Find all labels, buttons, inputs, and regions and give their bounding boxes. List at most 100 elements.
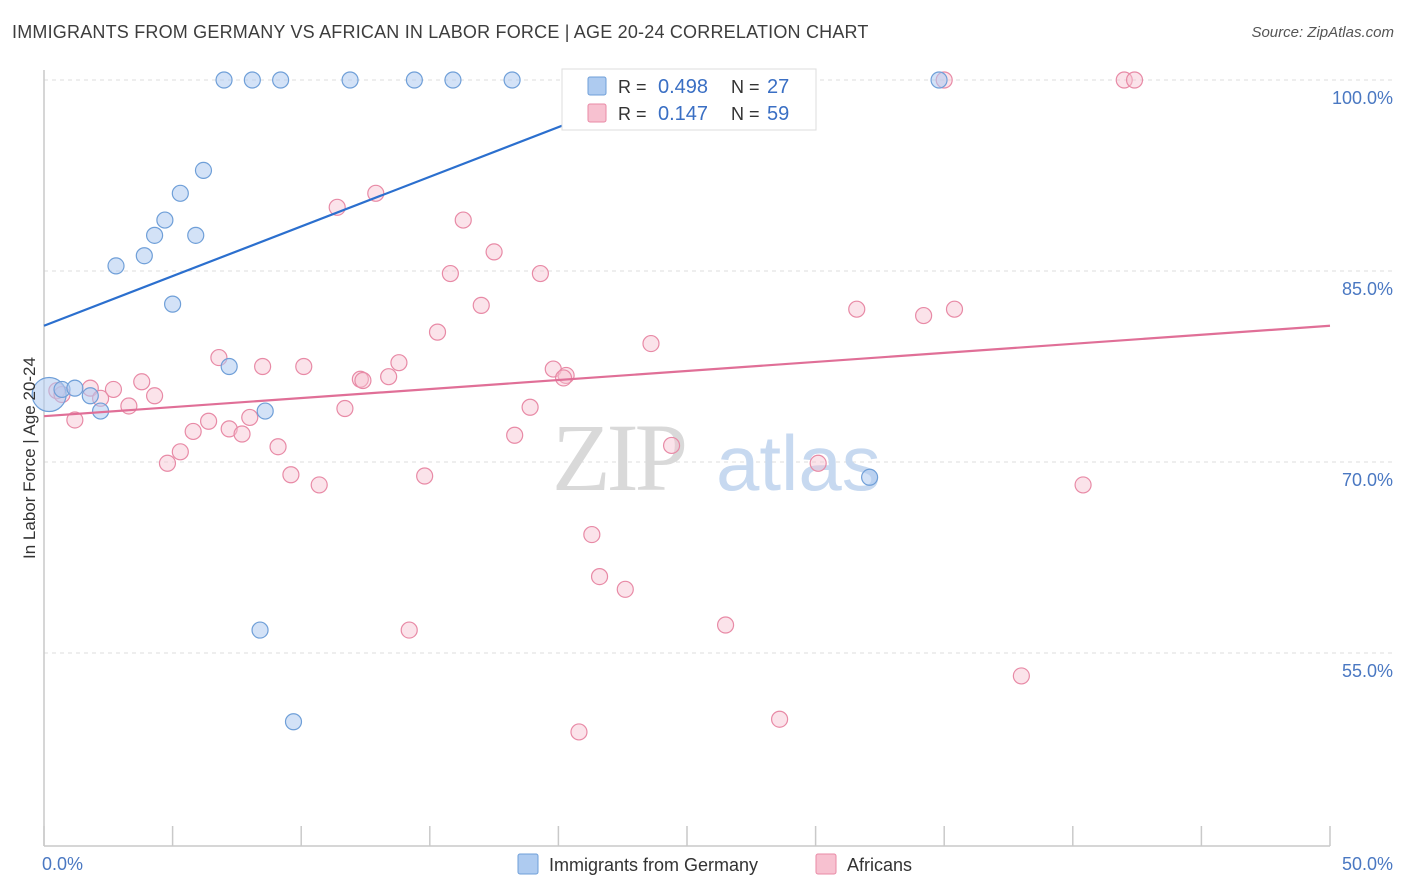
stats-swatch-germany [587,76,607,96]
africans-point-25 [367,184,385,202]
stats-n-label-africans: N = [731,104,760,124]
germany-point-11 [187,226,205,244]
africans-point-30 [428,323,447,341]
africans-point-26 [380,368,398,386]
y-tick-label-70: 70.0% [1342,470,1393,490]
x-tick-label-0: 0.0% [42,854,83,874]
germany-point-5 [107,257,125,275]
germany-point-14 [220,357,238,376]
africans-point-19 [282,466,300,484]
x-tick-label-50: 50.0% [1342,854,1393,874]
legend-swatch-africans [815,853,837,875]
africans-point-15 [233,425,251,443]
africans-point-33 [472,296,490,314]
africans-point-8 [145,387,164,405]
africans-point-36 [521,398,539,416]
africans-point-58 [354,371,372,390]
stats-legend: R = 0.498 N = 27 R = 0.147 N = 59 [561,68,817,131]
africans-point-41 [583,525,601,544]
y-tick-label-85: 85.0% [1342,279,1393,299]
africans-point-34 [485,243,503,261]
stats-r-value-africans: 0.147 [658,103,708,125]
africans-point-21 [310,476,328,494]
germany-point-7 [145,226,164,244]
africans-point-2 [66,411,84,429]
africans-point-54 [1074,476,1092,494]
germany-point-8 [156,211,174,229]
africans-point-7 [133,373,151,391]
y-tick-label-55: 55.0% [1342,661,1393,681]
germany-point-26 [930,71,948,89]
stats-n-label-germany: N = [731,77,760,97]
germany-point-3 [81,387,99,405]
germany-point-20 [341,71,359,89]
germany-point-9 [164,295,182,313]
stats-r-value-germany: 0.498 [658,76,708,98]
africans-point-31 [441,264,459,283]
africans-point-20 [295,357,313,376]
africans-point-47 [770,710,789,728]
germany-point-6 [135,247,153,265]
legend-label-africans: Africans [847,855,912,875]
africans-point-40 [570,723,588,741]
africans-point-44 [642,334,660,353]
axes-layer [43,70,1330,847]
africans-point-35 [506,426,524,444]
germany-point-19 [284,713,303,731]
africans-point-43 [616,580,634,598]
africans-point-28 [400,621,418,639]
germany-points [31,71,948,731]
africans-point-50 [915,306,933,325]
africans-point-9 [158,454,177,472]
africans-trend-line [43,324,1331,418]
africans-point-42 [590,567,609,586]
africans-point-5 [104,380,123,399]
watermark-zip: ZIP [552,404,685,511]
africans-point-14 [220,420,238,438]
africans-point-23 [336,399,354,418]
africans-point-48 [809,454,827,472]
x-ticks [43,826,1331,846]
germany-point-15 [243,71,261,89]
stats-n-value-germany: 27 [767,76,789,98]
germany-point-21 [405,71,423,89]
africans-point-29 [416,467,434,485]
grid-layer [44,79,1392,654]
africans-point-17 [254,357,272,376]
africans-point-11 [184,422,202,441]
africans-point-45 [662,436,681,455]
africans-point-53 [1012,667,1030,685]
germany-point-18 [272,71,290,89]
africans-point-10 [171,443,189,461]
watermark-atlas: atlas [716,419,881,507]
africans-point-46 [716,616,735,634]
stats-r-label-africans: R = [618,104,647,124]
africans-point-37 [531,264,549,283]
africans-point-27 [390,354,408,372]
stats-r-label-germany: R = [618,77,647,97]
y-tick-label-100: 100.0% [1332,88,1393,108]
source-label: Source: ZipAtlas.com [1251,24,1394,41]
y-tick-labels: 100.0% 85.0% 70.0% 55.0% [1332,88,1393,681]
y-axis-title: In Labor Force | Age 20-24 [20,357,39,559]
germany-point-22 [444,71,462,89]
africans-point-57 [554,369,573,387]
x-tick-labels: 0.0% 50.0% [42,854,1393,874]
germany-point-23 [503,71,521,89]
germany-point-12 [194,161,213,180]
germany-point-10 [171,184,189,202]
germany-point-17 [256,402,274,420]
africans-point-52 [945,300,964,318]
series-legend: Immigrants from Germany Africans [517,853,912,875]
germany-point-16 [251,621,269,639]
africans-point-56 [1125,71,1144,89]
africans-point-18 [269,438,287,456]
africans-point-32 [454,211,472,229]
watermark: ZIP atlas [552,404,881,511]
africans-point-16 [241,408,259,427]
germany-point-2 [66,379,84,397]
germany-point-13 [215,71,233,89]
stats-n-value-africans: 59 [767,103,789,125]
legend-swatch-germany [517,853,539,875]
